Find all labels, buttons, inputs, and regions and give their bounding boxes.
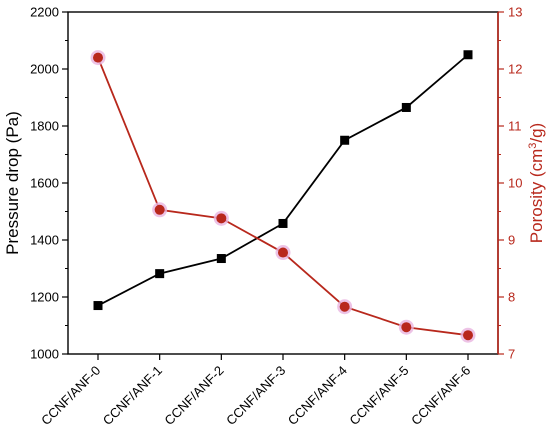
left-y-tick-label: 2000 <box>30 62 59 77</box>
pressure-drop-point <box>216 254 226 264</box>
pressure-drop-point <box>401 102 411 112</box>
x-tick-label: CCNF/ANF-4 <box>285 363 350 428</box>
pressure-drop-point <box>93 301 103 311</box>
left-y-tick-label: 1400 <box>30 233 59 248</box>
right-y-axis-title-superscript: 3 <box>527 143 539 149</box>
right-y-tick-label: 9 <box>508 233 515 248</box>
left-y-tick-label: 1600 <box>30 176 59 191</box>
x-tick-label: CCNF/ANF-6 <box>408 363 473 428</box>
porosity-point <box>154 204 165 215</box>
series-layer <box>90 50 476 343</box>
right-y-tick-label: 13 <box>508 5 522 20</box>
series-line-porosity <box>97 57 469 337</box>
porosity-point <box>278 247 288 258</box>
right-y-axis-title-suffix: /g) <box>527 123 546 143</box>
x-tick-label: CCNF/ANF-3 <box>223 363 288 428</box>
right-y-tick-labels: 7 8 9 10 11 12 13 <box>508 5 522 362</box>
x-tick-label: CCNF/ANF-1 <box>100 363 165 428</box>
left-y-tick-label: 1200 <box>30 290 59 305</box>
x-tick-label: CCNF/ANF-0 <box>38 363 103 428</box>
series-line-pressure-drop <box>97 54 469 307</box>
right-y-tick-label: 7 <box>508 347 515 362</box>
right-y-tick-label: 10 <box>508 176 522 191</box>
plot-frame <box>67 11 499 355</box>
porosity-point <box>463 330 473 341</box>
right-y-tick-label: 12 <box>508 62 522 77</box>
right-y-tick-label: 8 <box>508 290 515 305</box>
pressure-drop-point <box>340 135 350 145</box>
right-y-tick-label: 11 <box>508 119 522 134</box>
right-y-axis-title: Porosity (cm3/g) <box>527 123 546 243</box>
pressure-drop-point <box>278 218 288 228</box>
left-y-tick-label: 1000 <box>30 347 59 362</box>
x-tick-label: CCNF/ANF-2 <box>161 363 226 428</box>
left-y-tick-label: 2200 <box>30 5 59 20</box>
left-y-tick-labels: 1000 1200 1400 1600 1800 2000 2200 <box>30 5 59 362</box>
pressure-drop-point <box>463 50 473 60</box>
porosity-point <box>401 322 412 333</box>
porosity-point <box>339 301 350 312</box>
porosity-point <box>216 213 227 224</box>
x-tick-labels: CCNF/ANF-0CCNF/ANF-1CCNF/ANF-2CCNF/ANF-3… <box>38 363 473 428</box>
left-y-tick-label: 1800 <box>30 119 59 134</box>
porosity-point <box>93 52 103 63</box>
right-y-axis-ticks <box>497 11 504 355</box>
left-y-axis-title: Pressure drop (Pa) <box>3 111 22 255</box>
x-axis-ticks <box>97 354 469 360</box>
x-tick-label: CCNF/ANF-5 <box>346 363 411 428</box>
left-y-axis-ticks <box>62 11 68 355</box>
right-y-axis-title-prefix: Porosity (cm <box>527 149 546 243</box>
pressure-drop-point <box>155 269 165 279</box>
